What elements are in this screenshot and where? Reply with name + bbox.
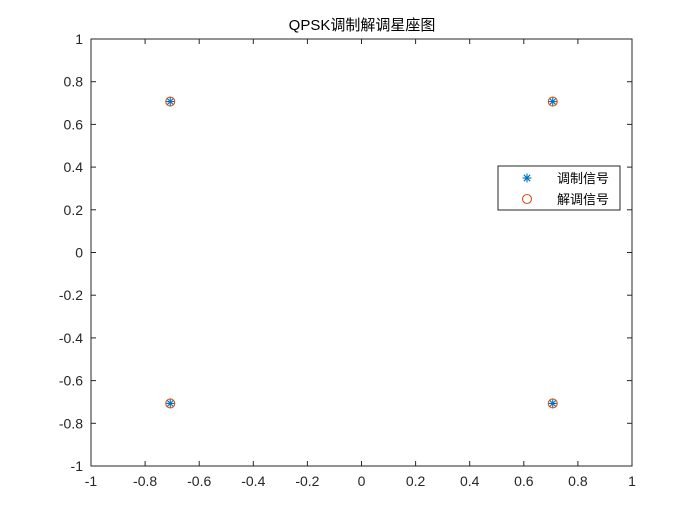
y-tick-label: 0 [75,245,83,261]
x-tick-label: -0.8 [133,473,157,489]
x-axis-tick-labels: -1 -0.8 -0.6 -0.4 -0.2 0 0.2 0.4 0.6 0.8 1 [85,473,636,489]
y-tick-label: 0.4 [64,159,84,175]
y-tick-label: 0.2 [64,202,84,218]
y-tick-label: -1 [71,458,84,474]
chart-title: QPSK调制解调星座图 [289,17,436,34]
y-axis-tick-labels: 1 0.8 0.6 0.4 0.2 0 -0.2 -0.4 -0.6 -0.8 -1 [59,31,83,474]
x-tick-label: 0.2 [406,473,426,489]
x-tick-label: 0.8 [568,473,588,489]
x-tick-label: 0.4 [460,473,480,489]
x-tick-label: 1 [628,473,636,489]
axis-ticks [90,38,633,467]
y-tick-label: 0.8 [64,74,84,90]
data-points [165,96,558,409]
legend-symbol-circle [521,193,533,205]
legend-marker-asterisk [522,173,532,183]
data-point-circle [547,398,558,409]
data-point-asterisk [165,97,175,107]
legend-label-modulated: 调制信号 [557,172,609,187]
legend-label-demodulated: 解调信号 [557,193,609,208]
x-tick-label: -0.6 [187,473,211,489]
legend: 调制信号 解调信号 [497,165,621,211]
y-tick-label: -0.4 [59,330,83,346]
x-tick-label: 0 [358,473,366,489]
data-point-circle [547,96,558,107]
x-tick-label: -0.2 [295,473,319,489]
data-point-circle [165,398,176,409]
data-point-asterisk [548,398,558,408]
y-tick-label: -0.6 [59,373,83,389]
y-tick-label: -0.8 [59,415,83,431]
legend-marker-circle [521,193,533,205]
legend-box [497,165,621,211]
x-tick-label: -0.4 [241,473,265,489]
data-point-asterisk [548,97,558,107]
legend-symbol-asterisk [522,173,532,183]
y-tick-label: 1 [75,31,83,47]
plot-area [90,38,633,467]
y-tick-label: -0.2 [59,287,83,303]
x-tick-label: 0.6 [514,473,534,489]
data-point-asterisk [165,398,175,408]
x-tick-label: -1 [85,473,98,489]
data-point-circle [165,96,176,107]
y-tick-label: 0.6 [64,116,84,132]
